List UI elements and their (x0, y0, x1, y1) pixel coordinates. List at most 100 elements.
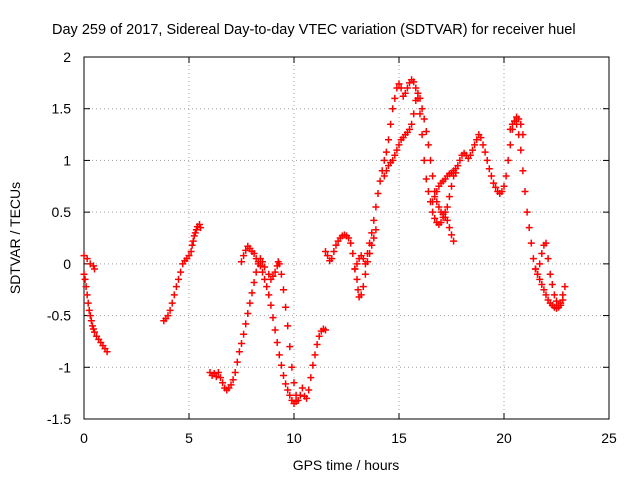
data-point (275, 260, 283, 268)
data-point (416, 94, 424, 102)
data-point (382, 148, 390, 156)
data-point (168, 299, 176, 307)
data-point (85, 306, 93, 314)
x-tick-label: 10 (286, 430, 302, 446)
data-point (271, 268, 279, 276)
data-point (282, 380, 290, 388)
data-point (540, 286, 548, 294)
data-point (172, 283, 180, 291)
data-point (372, 203, 380, 211)
y-tick-label: 2 (63, 49, 71, 65)
data-point (523, 208, 531, 216)
data-point (372, 226, 380, 234)
data-point (286, 391, 294, 399)
data-point (370, 234, 378, 242)
data-point (408, 120, 416, 128)
data-point (259, 268, 266, 276)
chart-title: Day 259 of 2017, Sidereal Day-to-day VTE… (52, 22, 576, 38)
data-point (504, 156, 512, 164)
data-point (185, 252, 193, 260)
data-point (424, 187, 432, 195)
plot-frame (83, 56, 610, 420)
data-point (277, 270, 285, 278)
data-point (89, 262, 97, 270)
data-point (445, 224, 453, 232)
x-tick-label: 15 (391, 430, 407, 446)
data-point (389, 105, 397, 113)
data-point (164, 312, 172, 320)
x-tick-label: 20 (496, 430, 512, 446)
data-point (517, 146, 525, 154)
data-point (450, 237, 458, 245)
data-point (376, 177, 384, 185)
data-point (80, 270, 88, 278)
data-point (420, 156, 428, 164)
data-point (233, 358, 241, 366)
data-point (420, 115, 428, 123)
data-point (275, 351, 283, 359)
data-point (380, 172, 388, 180)
data-point (416, 110, 424, 118)
data-point (490, 179, 497, 187)
y-tick-label: 1.5 (52, 101, 72, 117)
data-point (286, 343, 294, 351)
data-point (527, 239, 535, 247)
data-point (288, 363, 296, 371)
data-point (483, 156, 491, 164)
data-point (359, 283, 367, 291)
data-point (382, 167, 390, 175)
data-point (431, 193, 439, 201)
data-point (473, 136, 481, 144)
data-point (546, 270, 554, 278)
data-point (364, 250, 371, 258)
data-point (267, 301, 275, 309)
data-point (410, 78, 418, 86)
data-point (82, 283, 90, 291)
data-point (448, 231, 455, 239)
data-point (368, 229, 376, 237)
data-point (313, 341, 321, 349)
data-point (532, 265, 539, 273)
y-tick-label: 0.5 (52, 204, 72, 220)
data-point (422, 127, 430, 135)
data-point (443, 216, 451, 224)
data-point (269, 314, 277, 322)
data-point (353, 275, 361, 283)
data-point (246, 299, 254, 307)
data-point (443, 203, 451, 211)
data-point (311, 351, 319, 359)
data-point (361, 270, 369, 278)
data-point (345, 234, 353, 242)
data-point (506, 141, 514, 149)
data-point (401, 89, 409, 97)
data-point (296, 391, 304, 399)
data-point (500, 182, 508, 190)
y-tick-label: -1.5 (47, 411, 71, 427)
data-point (212, 373, 220, 381)
data-point (431, 214, 439, 222)
data-point (519, 167, 527, 175)
data-point (271, 326, 279, 334)
data-point (170, 291, 178, 299)
data-point (456, 156, 464, 164)
data-point (370, 216, 378, 224)
data-point (557, 301, 565, 309)
data-point (284, 322, 292, 330)
data-point (548, 281, 556, 289)
data-point (427, 156, 434, 164)
data-point (175, 275, 182, 283)
data-point (86, 312, 94, 320)
data-point (256, 262, 264, 270)
data-point (395, 80, 403, 88)
data-point (353, 260, 361, 268)
data-point (380, 156, 388, 164)
data-point (550, 291, 558, 299)
data-point (322, 247, 329, 255)
data-point (303, 394, 311, 402)
data-point (397, 84, 405, 92)
x-tick-label: 0 (80, 430, 88, 446)
data-point (166, 306, 174, 314)
data-point (424, 141, 432, 149)
data-point (248, 289, 256, 297)
data-point (477, 134, 485, 142)
